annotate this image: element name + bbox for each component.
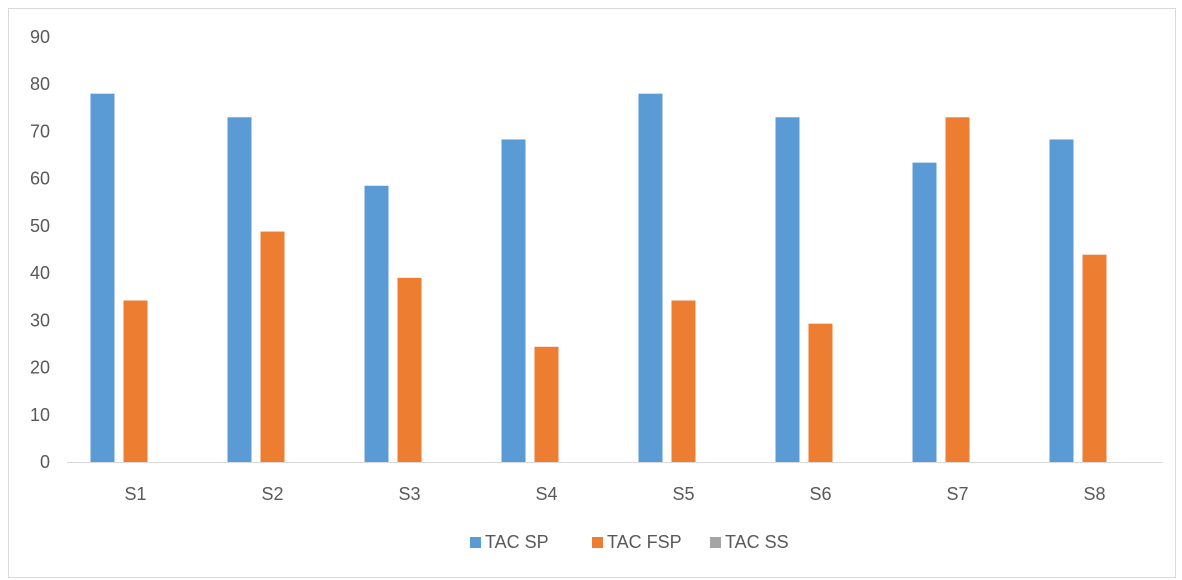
x-tick-label: S8 xyxy=(1083,484,1105,504)
bar-tac-sp-s2 xyxy=(227,117,252,463)
y-tick-label: 80 xyxy=(30,74,50,94)
x-tick-label: S5 xyxy=(672,484,694,504)
bar-tac-fsp-s8 xyxy=(1082,254,1107,462)
legend: TAC SP TAC FSP TAC SS xyxy=(470,532,789,552)
y-tick-label: 60 xyxy=(30,169,50,189)
bar-tac-fsp-s2 xyxy=(260,231,285,462)
bar-tac-sp-s5 xyxy=(638,93,663,463)
x-tick-label: S3 xyxy=(398,484,420,504)
x-tick-label: S6 xyxy=(809,484,831,504)
bar-tac-fsp-s4 xyxy=(534,346,559,462)
legend-label: TAC SS xyxy=(725,532,789,552)
x-tick-label: S4 xyxy=(535,484,557,504)
y-tick-label: 70 xyxy=(30,121,50,141)
legend-swatch xyxy=(470,537,481,548)
y-axis: 0 10 20 30 40 50 60 70 80 90 xyxy=(30,27,50,472)
legend-label: TAC SP xyxy=(485,532,549,552)
bar-tac-fsp-s5 xyxy=(671,300,696,462)
legend-swatch xyxy=(592,537,603,548)
plot-area xyxy=(90,93,1107,463)
y-tick-label: 30 xyxy=(30,310,50,330)
y-tick-label: 90 xyxy=(30,27,50,47)
legend-label: TAC FSP xyxy=(607,532,682,552)
bar-tac-fsp-s1 xyxy=(123,300,148,462)
x-tick-label: S7 xyxy=(946,484,968,504)
chart-frame xyxy=(8,8,1176,578)
bar-tac-sp-s6 xyxy=(775,117,800,463)
bar-tac-sp-s8 xyxy=(1049,139,1074,462)
bar-tac-sp-s3 xyxy=(364,185,389,462)
x-axis: S1 S2 S3 S4 S5 S6 S7 S8 xyxy=(67,462,1163,504)
y-tick-label: 10 xyxy=(30,405,50,425)
y-tick-label: 50 xyxy=(30,216,50,236)
y-tick-label: 0 xyxy=(40,452,50,472)
bar-tac-sp-s7 xyxy=(912,162,937,462)
legend-swatch xyxy=(710,537,721,548)
bar-tac-sp-s4 xyxy=(501,139,526,462)
x-tick-label: S2 xyxy=(261,484,283,504)
x-tick-label: S1 xyxy=(124,484,146,504)
bar-tac-fsp-s3 xyxy=(397,277,422,462)
y-tick-label: 20 xyxy=(30,358,50,378)
bar-tac-fsp-s7 xyxy=(945,117,970,463)
y-tick-label: 40 xyxy=(30,263,50,283)
bar-tac-fsp-s6 xyxy=(808,323,833,462)
bar-tac-sp-s1 xyxy=(90,93,115,463)
